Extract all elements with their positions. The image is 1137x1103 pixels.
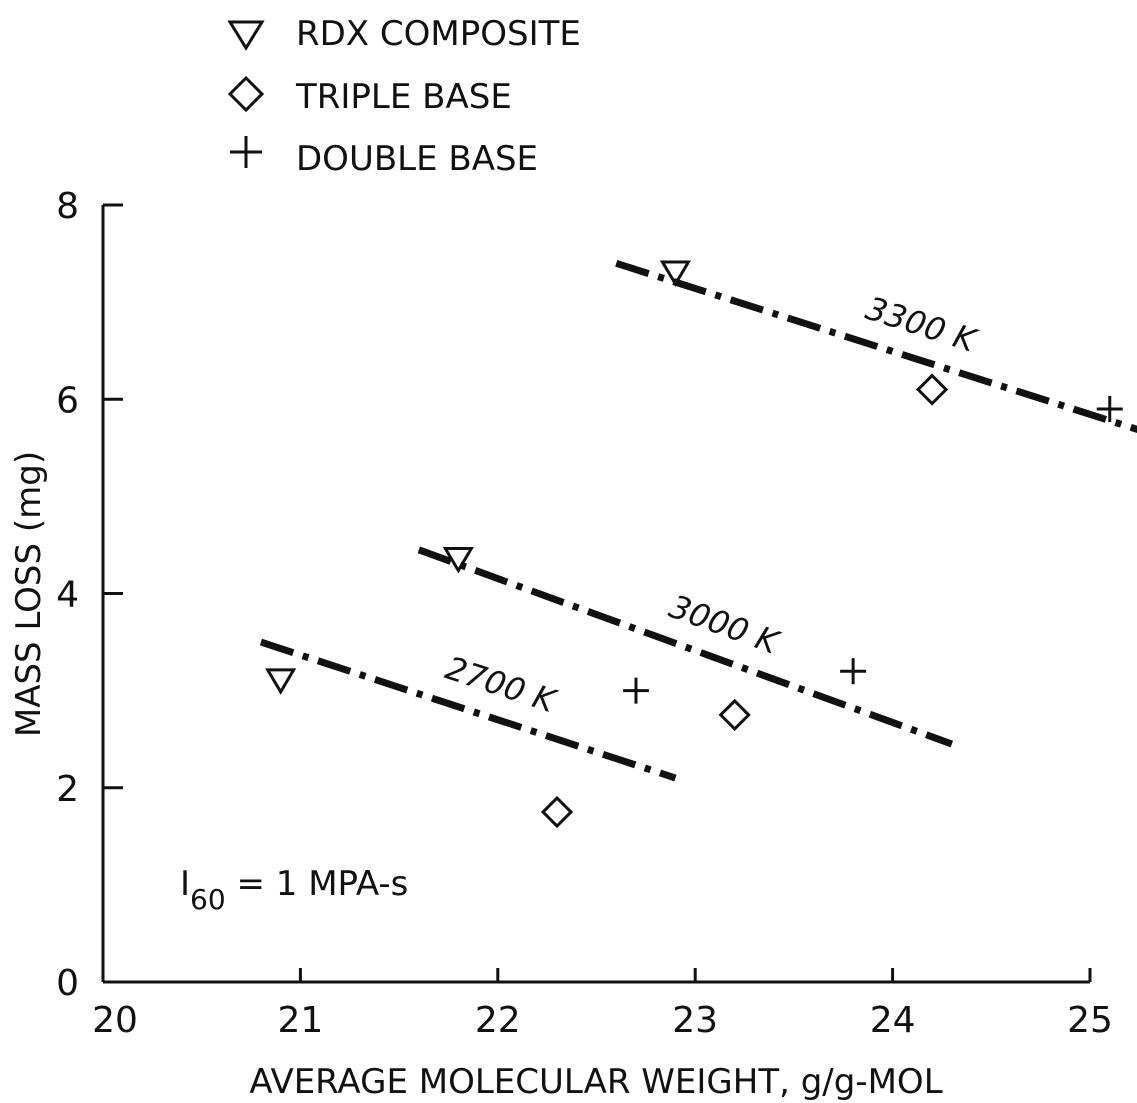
impulse-value: = 1 MPA-s bbox=[226, 864, 409, 904]
impulse-annotation: I60 = 1 MPA-s bbox=[180, 864, 408, 916]
impulse-symbol: I bbox=[180, 864, 190, 904]
x-ticks: 20 21 22 23 24 25 bbox=[92, 968, 1113, 1041]
point-double-base bbox=[840, 658, 867, 685]
point-triple-base bbox=[718, 698, 751, 732]
trend-line-label: 3000 K bbox=[664, 587, 786, 662]
legend-marker-plus-icon bbox=[230, 136, 262, 168]
x-tick-label: 22 bbox=[475, 1000, 521, 1041]
y-tick-label: 6 bbox=[56, 380, 79, 421]
y-ticks: 0 2 4 6 8 bbox=[56, 186, 123, 1004]
trend-line bbox=[417, 546, 954, 748]
legend-label-triple-base: TRIPLE BASE bbox=[295, 77, 512, 117]
legend-entry-double-base: DOUBLE BASE bbox=[230, 136, 538, 179]
point-double-base bbox=[622, 677, 649, 704]
y-tick-label: 8 bbox=[56, 186, 79, 227]
legend-label-rdx-composite: RDX COMPOSITE bbox=[296, 14, 581, 54]
x-axis-title: AVERAGE MOLECULAR WEIGHT, g/g-MOL bbox=[249, 1062, 942, 1102]
point-triple-base bbox=[540, 795, 574, 829]
point-triple-base bbox=[915, 373, 949, 406]
data-points bbox=[265, 260, 1123, 829]
x-tick-label: 21 bbox=[277, 1000, 323, 1041]
legend-entry-triple-base: TRIPLE BASE bbox=[227, 75, 512, 117]
x-tick-label: 20 bbox=[92, 1000, 138, 1041]
x-tick-label: 25 bbox=[1067, 1000, 1113, 1041]
y-tick-label: 0 bbox=[56, 963, 79, 1004]
legend-label-double-base: DOUBLE BASE bbox=[296, 139, 538, 179]
trend-line bbox=[259, 638, 677, 782]
impulse-subscript: 60 bbox=[190, 883, 226, 916]
point-rdx-composite bbox=[659, 260, 692, 287]
legend: RDX COMPOSITE TRIPLE BASE DOUBLE BASE bbox=[227, 14, 581, 179]
legend-marker-diamond-icon bbox=[227, 75, 265, 113]
legend-marker-triangle-icon bbox=[227, 20, 265, 51]
point-double-base bbox=[1096, 395, 1123, 422]
point-rdx-composite bbox=[442, 547, 474, 574]
y-axis-title: MASS LOSS (mg) bbox=[9, 451, 49, 737]
point-rdx-composite bbox=[265, 668, 297, 695]
y-tick-label: 2 bbox=[56, 769, 79, 810]
trend-line bbox=[615, 259, 1137, 434]
x-tick-label: 24 bbox=[870, 1000, 916, 1041]
x-tick-label: 23 bbox=[672, 1000, 718, 1041]
y-tick-label: 4 bbox=[56, 575, 79, 616]
trend-line-label: 3300 K bbox=[861, 289, 983, 360]
legend-entry-rdx-composite: RDX COMPOSITE bbox=[227, 14, 581, 54]
